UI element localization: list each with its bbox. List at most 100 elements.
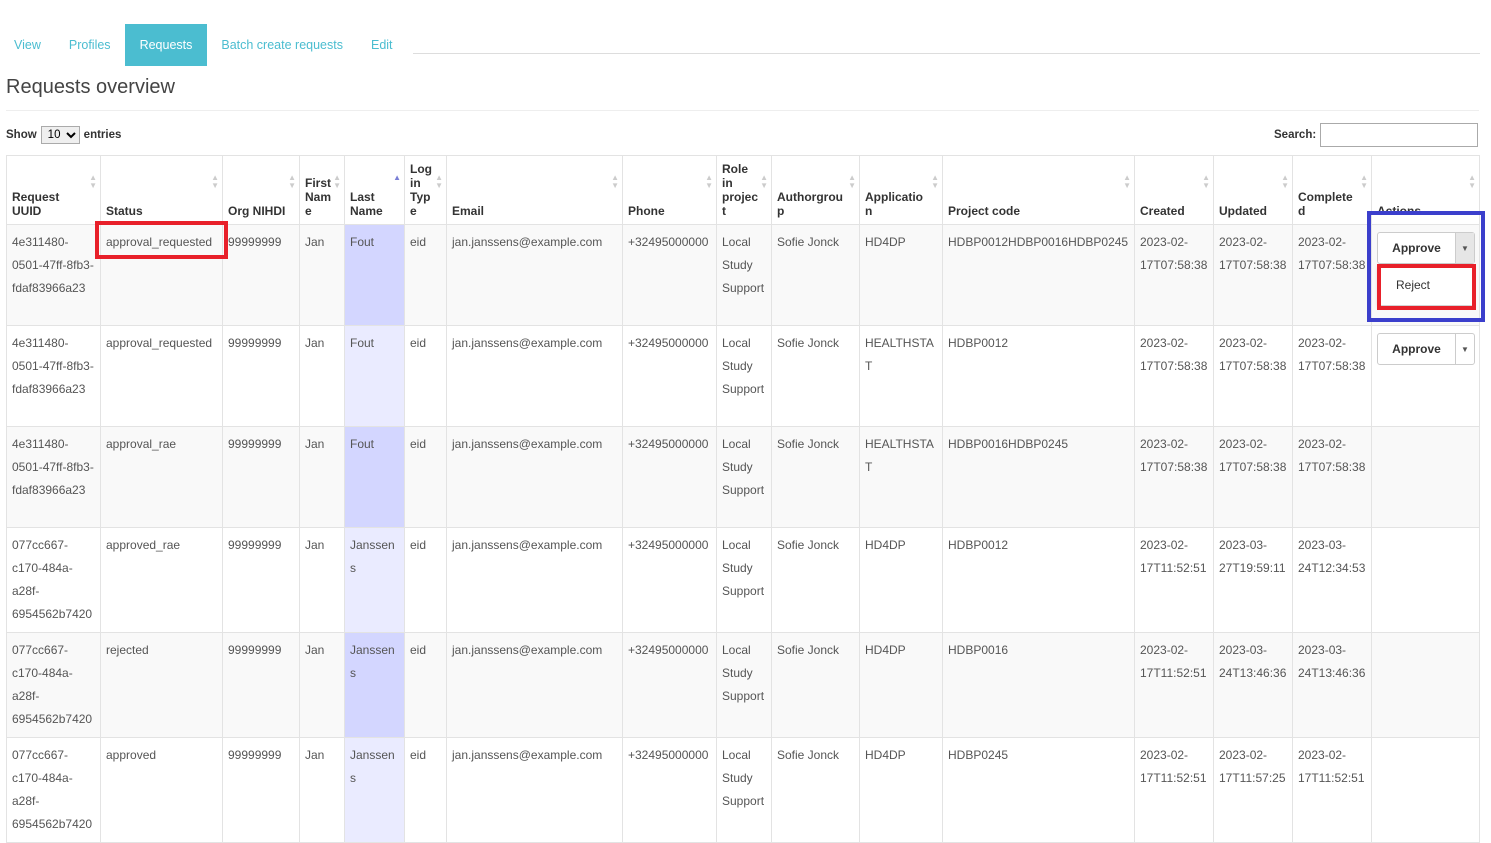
cell-text: +32495000000 [628,235,709,249]
column-header-label: Org NIHDI [228,204,286,218]
sort-icon: ▲ ▼ [1468,173,1476,190]
column-header[interactable]: Email ▲ ▼ [446,155,623,225]
cell-application: HD4DP [859,527,943,633]
approve-button[interactable]: Approve [1378,233,1456,263]
column-header[interactable]: Phone ▲ ▼ [622,155,717,225]
tab-view[interactable]: View [14,38,41,52]
column-header[interactable]: Updated ▲ ▼ [1213,155,1293,225]
tab-requests[interactable]: Requests [124,24,208,66]
column-header[interactable]: Role in project ▲ ▼ [716,155,772,225]
column-header[interactable]: Login Type ▲ ▼ [404,155,447,225]
column-header[interactable]: Org NIHDI ▲ ▼ [222,155,300,225]
column-header[interactable]: Status ▲ ▼ [100,155,223,225]
sort-icon: ▲ ▼ [211,173,219,190]
column-header-label: Actions [1377,204,1422,218]
cell-text: HD4DP [865,748,906,762]
cell-last: Fout [344,426,405,528]
cell-text: jan.janssens@example.com [452,336,603,350]
cell-text: HD4DP [865,643,906,657]
cell-text: 2023-03-24T13:46:36 [1219,643,1287,680]
cell-login: eid [404,632,447,738]
cell-role: Local Study Support [716,632,772,738]
cell-role: Local Study Support [716,224,772,326]
column-header[interactable]: Request UUID ▲ ▼ [6,155,101,225]
tab-profiles[interactable]: Profiles [68,38,111,52]
search-input[interactable] [1320,123,1479,147]
cell-text: 2023-03-24T12:34:53 [1298,538,1366,575]
cell-text: +32495000000 [628,748,709,762]
cell-status: approved [100,737,223,843]
cell-text: Fout [350,235,375,249]
cell-text: 2023-02-17T07:58:38 [1298,336,1366,373]
cell-text: HEALTHSTAT [865,437,934,474]
cell-text: +32495000000 [628,538,709,552]
cell-status: approved_rae [100,527,223,633]
column-header[interactable]: Project code ▲ ▼ [942,155,1135,225]
column-header[interactable]: Completed ▲ ▼ [1292,155,1372,225]
search-control: Search: [1274,123,1479,147]
cell-first: Jan [299,426,345,528]
cell-text: HEALTHSTAT [865,336,934,373]
show-label: Show [6,129,37,141]
sort-icon: ▲ ▼ [1123,173,1131,190]
column-header[interactable]: Actions ▲ ▼ [1371,155,1480,225]
cell-text: Jan [305,643,325,657]
cell-text: 2023-02-17T07:58:38 [1219,235,1287,272]
cell-text: 077cc667-c170-484a-a28f-6954562b7420 [12,538,93,621]
cell-completed: 2023-02-17T07:58:38 [1292,426,1372,528]
column-header[interactable]: Created ▲ ▼ [1134,155,1214,225]
cell-text: eid [410,538,427,552]
cell-first: Jan [299,527,345,633]
cell-text: eid [410,437,427,451]
sort-icon: ▲ ▼ [760,173,768,190]
cell-last: Janssens [344,632,405,738]
cell-created: 2023-02-17T11:52:51 [1134,632,1214,738]
cell-text: 2023-02-17T07:58:38 [1140,437,1208,474]
entries-label: entries [83,129,122,141]
cell-text: 99999999 [228,643,282,657]
sort-icon: ▲ ▼ [89,173,97,190]
cell-last: Fout [344,224,405,326]
caret-down-icon[interactable]: ▼ [1456,233,1474,263]
cell-completed: 2023-03-24T13:46:36 [1292,632,1372,738]
cell-org: 99999999 [222,325,300,427]
cell-text: Jan [305,235,325,249]
cell-application: HEALTHSTAT [859,325,943,427]
entries-select[interactable]: 10 [40,126,80,144]
cell-text: jan.janssens@example.com [452,235,603,249]
column-header-label: Role in project [722,162,759,218]
cell-text: Fout [350,437,375,451]
approve-button[interactable]: Approve [1378,334,1456,364]
cell-email: jan.janssens@example.com [446,632,623,738]
cell-phone: +32495000000 [622,224,717,326]
column-header[interactable]: Authorgroup ▲ ▼ [771,155,860,225]
sort-icon: ▲ ▼ [333,173,341,190]
column-header-label: Application [865,190,924,218]
tab-batch-create-requests[interactable]: Batch create requests [221,38,343,52]
cell-created: 2023-02-17T07:58:38 [1134,325,1214,427]
cell-text: Sofie Jonck [777,643,840,657]
cell-email: jan.janssens@example.com [446,224,623,326]
cell-text: Sofie Jonck [777,538,840,552]
column-header[interactable]: Last Name ▲ [344,155,405,225]
column-header-label: Request UUID [12,190,60,218]
cell-text: Sofie Jonck [777,336,840,350]
sort-icon: ▲ [393,173,401,182]
cell-first: Jan [299,632,345,738]
column-header[interactable]: First Name ▲ ▼ [299,155,345,225]
tab-edit[interactable]: Edit [370,38,393,52]
dropdown-item-reject[interactable]: Reject [1378,265,1473,305]
page-title: Requests overview [6,76,175,98]
cell-text: jan.janssens@example.com [452,748,603,762]
cell-actions: Approve ▼ [1371,325,1480,427]
caret-down-icon[interactable]: ▼ [1461,344,1469,354]
cell-text: Sofie Jonck [777,235,840,249]
cell-text: 99999999 [228,336,282,350]
cell-role: Local Study Support [716,527,772,633]
cell-phone: +32495000000 [622,527,717,633]
cell-text: 077cc667-c170-484a-a28f-6954562b7420 [12,643,93,726]
cell-text: Local Study Support [722,235,765,295]
column-header[interactable]: Application ▲ ▼ [859,155,943,225]
cell-project: HDBP0012HDBP0016HDBP0245 [942,224,1135,326]
cell-first: Jan [299,224,345,326]
